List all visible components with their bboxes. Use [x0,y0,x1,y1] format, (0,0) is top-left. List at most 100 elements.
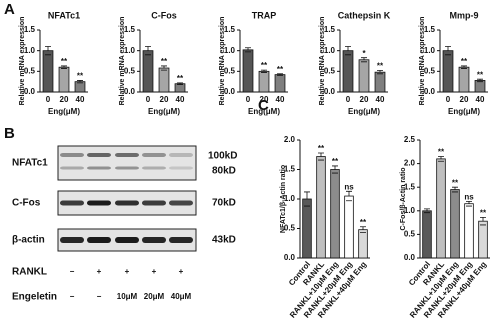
size-label: 43kD [212,235,236,246]
y-tick-label: 1.5 [24,25,36,34]
y-tick-label: 2.0 [284,135,296,144]
significance: ** [61,57,68,66]
error-bar [161,65,167,71]
y-tick-label: 1.5 [404,182,416,191]
lane-label: + [97,267,102,276]
significance: ** [161,57,168,66]
y-tick-label: 2.5 [404,135,416,144]
chart-title: Mmp-9 [450,10,479,20]
x-axis-label: Eng(μM) [148,107,180,116]
bar [442,50,454,93]
western-blot: NFATc1 C-Fos β-actin 100kD 80kD 70kD 43k… [12,145,237,303]
x-tick-label: 20 [160,95,169,104]
y-tick-label: 0.5 [284,224,296,233]
significance: ** [438,148,445,157]
x-axis-label: Eng(μM) [48,107,80,116]
bar [142,50,154,93]
y-tick-label: 0.0 [424,87,436,96]
x-tick-label: 40 [276,95,285,104]
error-bar [461,65,467,69]
y-tick-label: 1.5 [324,25,336,34]
y-tick-label: 1.5 [284,165,296,174]
significance: ** [177,74,184,83]
lane-label: − [70,267,75,276]
error-bar [145,46,151,56]
x-tick-label: 40 [176,95,185,104]
protein-label: β-actin [12,235,45,246]
bar [474,80,486,93]
y-tick-label: 0.5 [404,230,416,239]
error-bar [61,65,67,69]
bar [342,50,354,93]
lane-label: + [125,267,130,276]
y-tick-label: 0.5 [24,66,36,75]
error-bar [424,208,430,214]
bar [478,220,488,259]
x-tick-label: 0 [46,95,51,104]
bar [316,156,326,259]
y-tick-label: 1.0 [24,46,36,55]
x-tick-label: 20 [60,95,69,104]
error-bar [277,73,283,76]
x-tick-label: 40 [376,95,385,104]
error-bar [45,46,51,56]
error-bar [452,186,458,193]
bar [258,70,270,93]
treatment-label: Engeletin [12,292,57,303]
significance: ** [318,144,325,153]
significance: ** [261,61,268,70]
bar [158,67,170,93]
error-bar [332,165,338,174]
significance: ** [461,57,468,66]
x-tick-label: 20 [360,95,369,104]
x-tick-label: 40 [76,95,85,104]
blot-band [169,237,193,243]
treatment-label: RANKL [12,267,47,278]
error-bar [477,78,483,83]
y-axis-label: Relative mRNA expression [119,17,126,106]
y-axis-label: C-Fos/β-Actin ratio [400,168,407,231]
lane-label: 10μM [117,292,138,301]
y-tick-label: 0.0 [24,87,36,96]
x-axis-label: Eng(μM) [448,107,480,116]
significance: ns [464,192,474,201]
chart-title: C-Fos [151,10,177,20]
error-bar [345,46,351,56]
blot-frame [57,145,197,181]
blot-band [87,237,111,243]
bar [374,71,386,93]
x-tick-label: 0 [446,95,451,104]
x-axis-label: Eng(μM) [348,107,380,116]
y-tick-label: 0.0 [404,253,416,262]
blot-band [142,153,166,157]
y-axis-label: Relative mRNA expression [19,17,26,106]
blot-band [142,200,166,206]
blot-band [115,153,139,157]
error-bar [77,80,83,84]
bar [436,158,446,259]
significance: ** [332,157,339,166]
x-tick-label: 0 [246,95,251,104]
panel-letter: A [4,1,15,18]
blot-band [60,200,84,206]
error-bar [466,200,472,207]
blot-band [87,166,111,170]
bar [174,83,186,93]
y-tick-label: 1.5 [224,25,236,34]
y-axis-label: Relative mRNA expression [219,17,226,106]
size-label: 70kD [212,198,236,209]
error-bar [438,156,444,162]
blot-band [115,166,139,170]
y-tick-label: 1.5 [424,25,436,34]
significance: * [362,49,366,58]
significance: ** [452,178,459,187]
lane-label: 40μM [171,292,192,301]
blot-band [60,237,84,243]
x-tick-label: 0 [346,95,351,104]
lane-label: + [152,267,157,276]
protein-label: NFATc1 [12,158,48,169]
error-bar [480,217,486,226]
error-bar [445,46,451,56]
error-bar [318,152,324,161]
